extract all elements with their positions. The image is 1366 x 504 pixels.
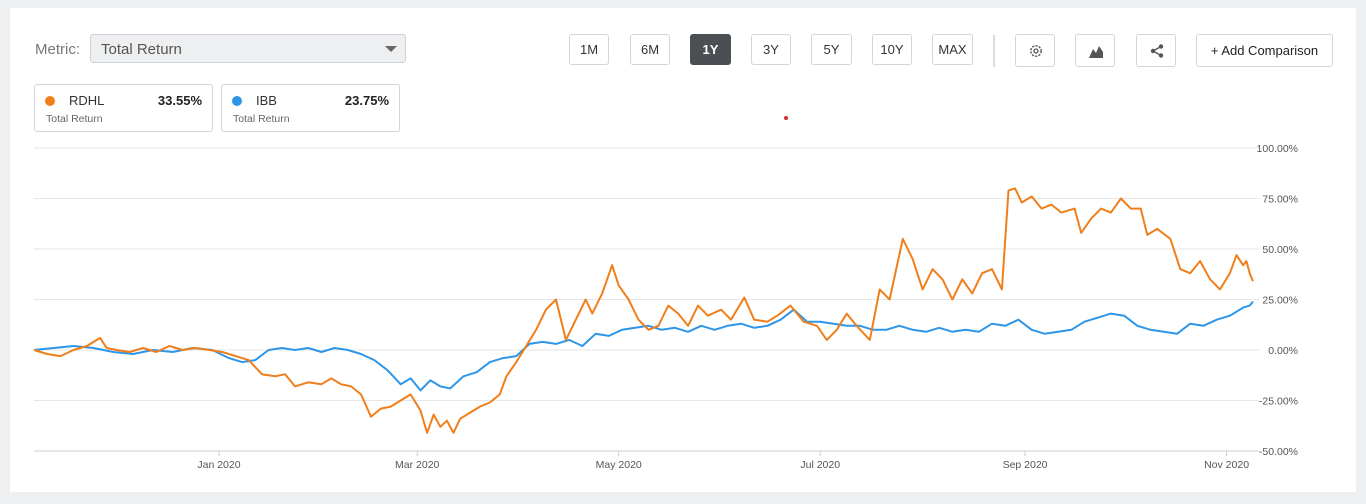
x-tick-label: Nov 2020	[1204, 459, 1249, 471]
metric-label: Metric:	[35, 41, 80, 58]
range-button-6m[interactable]: 6M	[630, 34, 670, 65]
y-tick-label: -25.00%	[1259, 396, 1298, 408]
range-button-10y[interactable]: 10Y	[872, 34, 912, 65]
x-tick-label: May 2020	[596, 459, 642, 471]
legend-value: 23.75%	[344, 93, 389, 108]
chart-series	[33, 187, 1254, 434]
y-axis: 100.00% 75.00% 50.00% 25.00% 0.00% -25.00% -50…	[1257, 143, 1298, 458]
chevron-down-icon	[385, 46, 397, 52]
share-icon	[1150, 44, 1164, 58]
legend-subtitle: Total Return	[46, 113, 103, 125]
series-color-dot	[45, 96, 55, 106]
metric-select-value: Total Return	[101, 41, 182, 58]
add-comparison-button[interactable]: + Add Comparison	[1196, 34, 1333, 67]
y-tick-label: 25.00%	[1262, 295, 1298, 307]
range-button-1y[interactable]: 1Y	[690, 34, 731, 65]
line-chart: 100.00% 75.00% 50.00% 25.00% 0.00% -25.00% -50…	[33, 143, 1298, 471]
x-tick-label: Sep 2020	[1003, 459, 1048, 471]
range-button-max[interactable]: MAX	[932, 34, 973, 65]
series-line-ibb	[33, 300, 1254, 392]
y-tick-label: 50.00%	[1262, 244, 1298, 256]
marker-dot	[784, 116, 788, 120]
series-color-dot	[232, 96, 242, 106]
legend-symbol: IBB	[256, 93, 277, 108]
chart-type-button[interactable]	[1075, 34, 1115, 67]
range-button-1m[interactable]: 1M	[569, 34, 609, 65]
y-tick-label: 100.00%	[1257, 143, 1298, 155]
metric-select[interactable]: Total Return	[90, 34, 406, 63]
x-tick-label: Jul 2020	[800, 459, 840, 471]
legend-subtitle: Total Return	[233, 113, 290, 125]
toolbar-divider	[993, 35, 995, 67]
legend-symbol: RDHL	[69, 93, 105, 108]
settings-button[interactable]	[1015, 34, 1055, 67]
chart-widget: Metric: Total Return 1M 6M 1Y 3Y 5Y 10Y …	[10, 8, 1356, 492]
gear-icon	[1030, 45, 1042, 57]
legend-item-ibb[interactable]: IBB 23.75% Total Return	[221, 84, 400, 132]
x-tick-label: Mar 2020	[395, 459, 440, 471]
series-line-rdhl	[33, 187, 1254, 434]
legend-value: 33.55%	[157, 93, 202, 108]
range-button-3y[interactable]: 3Y	[751, 34, 791, 65]
x-tick-label: Jan 2020	[197, 459, 240, 471]
area-chart-icon	[1089, 46, 1103, 58]
legend-item-rdhl[interactable]: RDHL 33.55% Total Return	[34, 84, 213, 132]
x-axis: Jan 2020 Mar 2020 May 2020 Jul 2020 Sep 2020…	[197, 451, 1249, 471]
y-tick-label: 75.00%	[1262, 194, 1298, 206]
y-tick-label: -50.00%	[1259, 446, 1298, 458]
y-tick-label: 0.00%	[1268, 345, 1298, 357]
chart-grid	[34, 147, 1259, 452]
range-button-5y[interactable]: 5Y	[811, 34, 852, 65]
share-button[interactable]	[1136, 34, 1176, 67]
